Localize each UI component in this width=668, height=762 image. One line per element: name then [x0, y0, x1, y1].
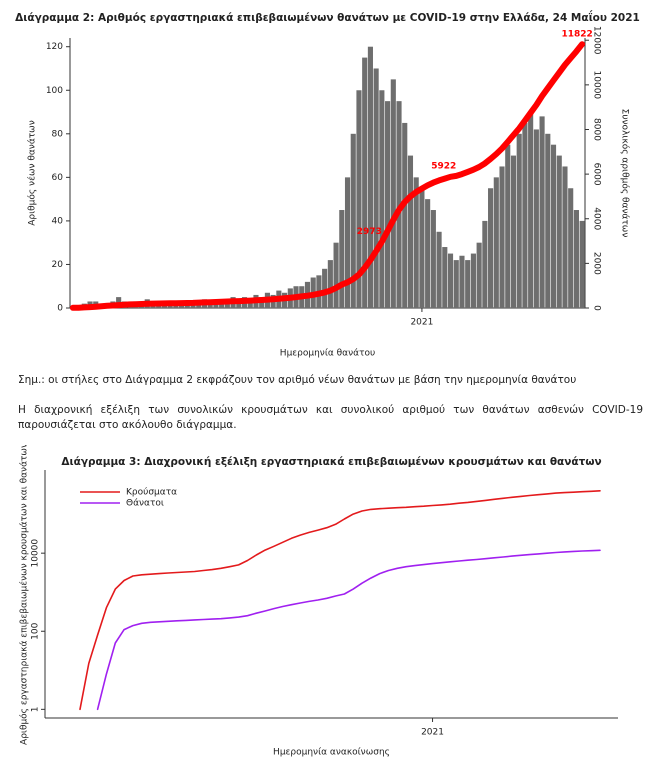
bar — [453, 260, 459, 308]
chart: Διάγραμμα 3: Διαχρονική εξέλιξη εργαστηρ… — [19, 445, 618, 758]
bar — [396, 101, 402, 308]
bar — [482, 220, 488, 308]
bar — [442, 247, 448, 308]
y-tick-label: 100 — [46, 86, 63, 96]
bar — [568, 188, 574, 308]
y2-tick-label: 0 — [592, 305, 602, 311]
bar — [528, 112, 534, 308]
bar — [373, 68, 379, 308]
bar — [550, 144, 557, 308]
y-tick-label: 1 — [31, 706, 41, 712]
bar — [390, 79, 396, 308]
y-tick-label: 100 — [31, 622, 41, 639]
bar — [516, 133, 522, 308]
chart-title: Διάγραμμα 2: Αριθμός εργαστηριακά επιβεβ… — [15, 10, 640, 24]
bar — [447, 253, 454, 308]
y2-tick-label: 10000 — [592, 71, 602, 100]
bar — [505, 144, 511, 308]
bar — [402, 122, 408, 308]
data-label: 2973 — [357, 227, 382, 237]
bar — [333, 242, 339, 308]
data-label: 5922 — [431, 161, 456, 171]
legend-label: Θάνατοι — [126, 499, 164, 509]
bar — [493, 177, 499, 308]
bar — [476, 242, 482, 308]
bar — [356, 90, 362, 309]
bar — [247, 299, 253, 308]
line — [96, 549, 601, 711]
y-axis-label: Αριθμός εργαστηριακά επιβεβαιωμένων κρου… — [19, 445, 30, 745]
y-tick-label: 0 — [57, 304, 63, 314]
y-tick-label: 40 — [52, 216, 64, 226]
bar — [322, 268, 328, 308]
y2-tick-label: 2000 — [592, 252, 602, 275]
bar — [539, 116, 545, 308]
note: Σημ.: οι στήλες στο Διάγραμμα 2 εκφράζου… — [18, 374, 577, 386]
x-axis-label: Ημερομηνία θανάτου — [280, 349, 375, 359]
y2-tick-label: 8000 — [592, 118, 602, 141]
bar — [344, 177, 351, 308]
y-tick-label: 20 — [52, 260, 64, 270]
bar — [510, 155, 517, 308]
y-tick-label: 120 — [46, 42, 63, 52]
bar — [430, 210, 436, 308]
y-tick-label: 60 — [52, 173, 64, 183]
bar — [562, 166, 568, 308]
bar — [367, 46, 373, 308]
y-tick-label: 10000 — [31, 539, 41, 568]
bar — [556, 155, 562, 308]
bar — [488, 188, 494, 308]
bar — [533, 129, 539, 308]
paragraph: Η διαχρονική εξέλιξη των συνολικών κρουσ… — [18, 404, 643, 431]
bar — [339, 210, 345, 308]
bar — [459, 255, 465, 308]
y-tick-label: 80 — [52, 129, 64, 139]
bar — [362, 57, 368, 309]
bar — [545, 133, 551, 308]
line — [69, 41, 586, 311]
chart: Διάγραμμα 2: Αριθμός εργαστηριακά επιβεβ… — [15, 10, 640, 359]
bar — [573, 210, 579, 308]
bar — [327, 260, 333, 308]
bar — [436, 231, 442, 308]
y2-tick-label: 4000 — [592, 207, 602, 230]
y2-tick-label: 12000 — [592, 26, 602, 55]
bar — [579, 220, 585, 308]
bar — [385, 101, 391, 308]
y2-tick-label: 6000 — [592, 163, 602, 186]
bar — [499, 166, 505, 308]
y2-axis-label: Συνολικός αριθμός θανάτων — [620, 109, 631, 238]
bar — [407, 155, 414, 308]
x-tick-label: 2021 — [421, 728, 444, 738]
x-tick-label: 2021 — [410, 318, 433, 328]
chart-title: Διάγραμμα 3: Διαχρονική εξέλιξη εργαστηρ… — [61, 456, 601, 468]
legend-label: Κρούσματα — [126, 487, 177, 498]
line — [79, 490, 601, 711]
x-axis-label: Ημερομηνία ανακοίνωσης — [273, 748, 390, 758]
bar — [470, 253, 476, 308]
bar — [522, 122, 528, 308]
bar — [425, 199, 431, 308]
y-axis-label: Αριθμός νέων θανάτων — [27, 120, 38, 226]
data-label: 11822 — [561, 30, 592, 40]
bar — [419, 188, 425, 308]
bar — [350, 133, 356, 308]
bar — [465, 260, 471, 308]
bar — [413, 177, 419, 308]
bar — [379, 90, 385, 309]
